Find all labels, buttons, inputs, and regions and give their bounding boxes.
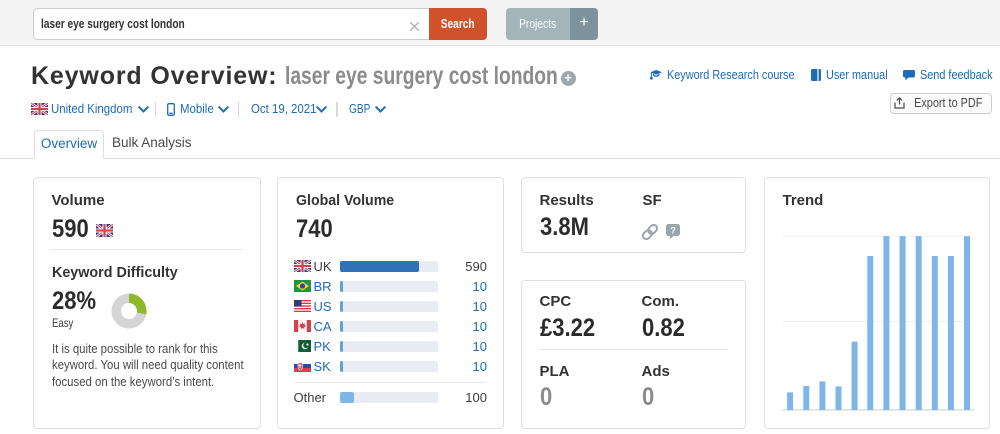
svg-text:?: ? <box>670 226 676 237</box>
